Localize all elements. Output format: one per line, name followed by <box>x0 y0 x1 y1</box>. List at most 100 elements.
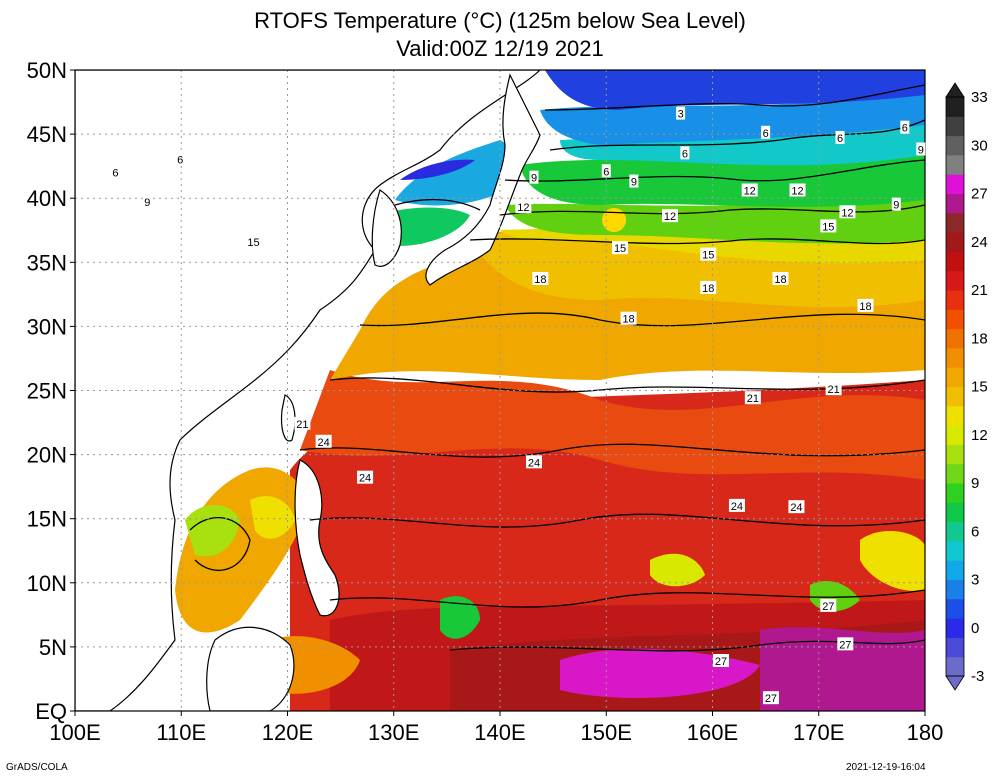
contour-label-box <box>839 205 856 219</box>
contour-label-box <box>788 500 805 514</box>
colorbar-swatch <box>946 251 964 272</box>
contour-label: 18 <box>534 274 546 286</box>
colorbar-swatch <box>946 135 964 156</box>
contour-label-box <box>620 311 637 325</box>
credit-right: 2021-12-19-16:04 <box>846 762 926 773</box>
colorbar-swatch <box>946 463 964 484</box>
contour-label-box <box>175 152 185 166</box>
contour-label-box <box>515 200 532 214</box>
contour-label: 6 <box>682 148 688 160</box>
contour-label-box <box>612 241 629 255</box>
colorbar-swatch <box>946 637 964 658</box>
contour-label: 27 <box>765 693 777 705</box>
philippines <box>294 459 340 617</box>
lon-tick-label: 160E <box>687 720 738 745</box>
credit-left: GrADS/COLA <box>6 762 68 773</box>
colorbar-label: 33 <box>971 89 988 106</box>
colorbar-min-arrow <box>945 675 965 691</box>
contour-label: 9 <box>144 197 150 209</box>
asia-mainland <box>75 70 541 711</box>
contour-label-box <box>680 146 690 160</box>
contour-label-box <box>294 416 311 430</box>
lat-tick-label: 25N <box>27 379 67 404</box>
contour-label: 18 <box>702 283 714 295</box>
colorbar-label: 21 <box>971 282 988 299</box>
colorbar-frame <box>945 96 965 677</box>
colorbar-swatch <box>946 656 964 677</box>
contour-label-box <box>741 183 758 197</box>
contour-label: 6 <box>177 155 183 167</box>
colorbar-swatch <box>946 560 964 580</box>
contour-label-box <box>315 434 332 448</box>
lon-tick-label: 140E <box>474 720 525 745</box>
borneo <box>206 626 295 711</box>
contour-label: 24 <box>790 502 802 514</box>
colorbar-swatch <box>946 328 964 349</box>
contour-label-box <box>700 280 717 294</box>
contour-label: 6 <box>603 166 609 178</box>
colorbar-label: 15 <box>971 379 988 396</box>
colorbar-label: 12 <box>971 427 988 444</box>
colorbar-swatch <box>946 347 964 368</box>
contour-label-box <box>820 219 837 233</box>
contour-label: 18 <box>859 301 871 313</box>
contour-label-box <box>245 234 262 248</box>
lon-tick-label: 180 <box>907 720 944 745</box>
contour-label-box <box>713 654 729 668</box>
contour-label: 21 <box>296 419 308 431</box>
colorbar-swatch <box>946 483 964 503</box>
colorbar: -3 0 3 6 9 12 15 18 21 24 27 30 33 <box>945 82 988 691</box>
contour-label: 6 <box>763 128 769 140</box>
contour-label: 15 <box>614 243 626 255</box>
colorbar-swatch <box>946 193 964 214</box>
contour-label: 15 <box>822 221 834 233</box>
lon-tick-label: 100E <box>49 720 100 745</box>
contour-label-box <box>744 391 761 405</box>
contour-label: 24 <box>318 437 330 449</box>
colorbar-label: -3 <box>971 668 984 685</box>
contour-label: 12 <box>664 211 676 223</box>
contour-label-box <box>700 247 717 261</box>
contour-label-box <box>761 125 771 139</box>
contour-label: 9 <box>893 200 899 212</box>
colorbar-swatch <box>946 444 964 465</box>
map-title-line2: Valid:00Z 12/19 2021 <box>396 36 604 61</box>
contour-label: 21 <box>747 393 759 405</box>
contour-label-box <box>529 170 539 184</box>
colorbar-swatch <box>946 579 964 600</box>
lat-tick-label: 35N <box>27 250 67 275</box>
contour-label: 18 <box>622 314 634 326</box>
contour-label: 24 <box>359 473 371 485</box>
contour-label: 3 <box>678 109 684 121</box>
contour-label-box <box>825 382 842 396</box>
contour-label: 6 <box>837 133 843 145</box>
colorbar-swatch <box>946 405 964 426</box>
contour-label-box <box>891 197 901 211</box>
latitude-labels: EQ 5N 10N 15N 20N 25N 30N 35N 40N 45N 50N <box>27 58 75 724</box>
colorbar-swatch <box>946 521 964 542</box>
contour-label: 9 <box>631 177 637 189</box>
contour-label: 24 <box>731 501 743 513</box>
lat-tick-label: 45N <box>27 122 67 147</box>
lat-tick-label: 40N <box>27 186 67 211</box>
contour-label-box <box>662 209 678 223</box>
colorbar-swatch <box>946 502 964 523</box>
colorbar-swatch <box>946 116 964 137</box>
contour-label: 12 <box>744 186 756 198</box>
colorbar-label: 6 <box>971 523 979 540</box>
contour-label-box <box>916 142 926 156</box>
lat-tick-label: EQ <box>35 699 67 724</box>
contour-label: 15 <box>702 250 714 262</box>
contour-label-box <box>601 164 611 178</box>
contour-label-box <box>142 195 152 209</box>
contour-label: 21 <box>828 384 840 396</box>
colorbar-max-arrow <box>945 82 965 98</box>
contour-label: 9 <box>531 173 537 185</box>
contour-label-box <box>357 470 374 484</box>
lon-tick-label: 170E <box>793 720 844 745</box>
contour-label-box <box>629 174 639 188</box>
longitude-labels: 100E 110E 120E 130E 140E 150E 160E 170E 180 <box>49 711 943 745</box>
colorbar-swatch <box>946 290 964 310</box>
colorbar-label: 24 <box>971 234 988 251</box>
colorbar-swatch <box>946 540 964 561</box>
